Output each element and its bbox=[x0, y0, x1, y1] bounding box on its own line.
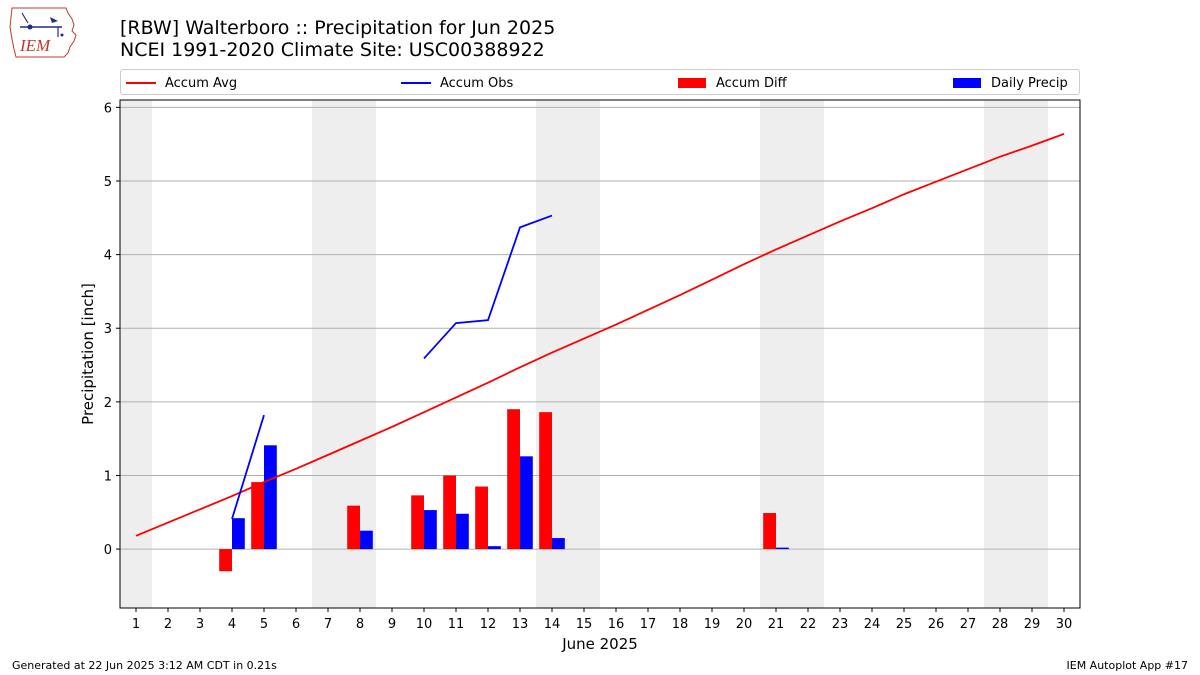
weekend-band bbox=[1016, 100, 1048, 608]
x-tick-label: 16 bbox=[608, 617, 625, 632]
logo-text: IEM bbox=[19, 36, 51, 55]
legend-daily-precip: Daily Precip bbox=[953, 74, 1068, 92]
accum-diff-bar bbox=[251, 482, 264, 550]
x-tick-label: 24 bbox=[864, 617, 881, 632]
accum-obs-line bbox=[423, 214, 553, 360]
y-tick-label: 3 bbox=[104, 322, 112, 337]
weekend-band bbox=[120, 100, 152, 608]
x-tick-label: 17 bbox=[640, 617, 657, 632]
x-tick-label: 14 bbox=[544, 617, 561, 632]
x-tick-label: 5 bbox=[260, 617, 268, 632]
accum-diff-bar bbox=[763, 513, 776, 550]
daily-precip-bar bbox=[456, 513, 469, 550]
chart-title-line2: NCEI 1991-2020 Climate Site: USC00388922 bbox=[120, 39, 545, 61]
legend-label: Accum Obs bbox=[440, 75, 514, 91]
legend-box-swatch bbox=[678, 78, 706, 88]
x-tick-label: 18 bbox=[672, 617, 689, 632]
accum-diff-bar bbox=[539, 412, 552, 550]
y-tick-label: 2 bbox=[104, 396, 112, 411]
x-tick-label: 23 bbox=[832, 617, 849, 632]
x-tick-label: 26 bbox=[928, 617, 945, 632]
x-tick-label: 28 bbox=[992, 617, 1009, 632]
weekend-band bbox=[568, 100, 600, 608]
plot-frame bbox=[119, 99, 1081, 609]
x-tick-label: 25 bbox=[896, 617, 913, 632]
y-tick-label: 5 bbox=[104, 175, 112, 190]
daily-precip-bar bbox=[424, 510, 437, 550]
legend-accum-diff: Accum Diff bbox=[678, 74, 787, 92]
accum-avg-line bbox=[135, 133, 1065, 537]
chart-legend: Accum Avg Accum Obs Accum Diff Daily Pre… bbox=[120, 69, 1080, 95]
x-tick-label: 6 bbox=[292, 617, 300, 632]
x-tick-label: 1 bbox=[132, 617, 140, 632]
x-tick-label: 20 bbox=[736, 617, 753, 632]
legend-accum-avg: Accum Avg bbox=[126, 74, 237, 92]
accum-obs-line bbox=[231, 414, 265, 520]
daily-precip-bar bbox=[520, 456, 533, 550]
daily-precip-bar bbox=[552, 538, 565, 550]
x-tick-label: 13 bbox=[512, 617, 529, 632]
legend-accum-obs: Accum Obs bbox=[401, 74, 513, 92]
y-tick-label: 0 bbox=[104, 543, 112, 558]
weekend-band bbox=[984, 100, 1016, 608]
x-tick-label: 9 bbox=[388, 617, 396, 632]
x-tick-label: 4 bbox=[228, 617, 236, 632]
app-credit: IEM Autoplot App #17 bbox=[1066, 659, 1189, 672]
x-tick-label: 21 bbox=[768, 617, 785, 632]
y-tick-label: 1 bbox=[104, 469, 112, 484]
x-tick-label: 10 bbox=[416, 617, 433, 632]
x-tick-label: 3 bbox=[196, 617, 204, 632]
daily-precip-bar bbox=[488, 546, 501, 550]
x-tick-label: 12 bbox=[480, 617, 497, 632]
accum-diff-bar bbox=[475, 486, 488, 550]
legend-line-swatch bbox=[401, 82, 431, 84]
daily-precip-bar bbox=[264, 445, 277, 550]
y-tick-label: 4 bbox=[104, 249, 112, 264]
iem-logo-icon: IEM bbox=[8, 5, 80, 60]
weekend-band bbox=[312, 100, 344, 608]
accum-diff-bar bbox=[411, 495, 424, 550]
chart-title-line1: [RBW] Walterboro :: Precipitation for Ju… bbox=[120, 17, 556, 39]
weekend-band bbox=[792, 100, 824, 608]
x-tick-label: 7 bbox=[324, 617, 332, 632]
daily-precip-bar bbox=[232, 518, 245, 550]
accum-diff-bar bbox=[219, 549, 232, 572]
generated-timestamp: Generated at 22 Jun 2025 3:12 AM CDT in … bbox=[12, 659, 277, 672]
x-axis-label: June 2025 bbox=[561, 635, 638, 653]
x-tick-label: 8 bbox=[356, 617, 364, 632]
legend-label: Accum Avg bbox=[165, 75, 238, 91]
y-tick-label: 6 bbox=[104, 101, 112, 116]
x-tick-label: 2 bbox=[164, 617, 172, 632]
legend-label: Daily Precip bbox=[991, 75, 1068, 91]
daily-precip-bar bbox=[776, 547, 789, 550]
x-tick-label: 11 bbox=[448, 617, 465, 632]
x-tick-label: 27 bbox=[960, 617, 977, 632]
daily-precip-bar bbox=[360, 530, 373, 550]
accum-diff-bar bbox=[507, 409, 520, 550]
x-tick-label: 29 bbox=[1024, 617, 1041, 632]
x-tick-label: 30 bbox=[1056, 617, 1073, 632]
chart-title: [RBW] Walterboro :: Precipitation for Ju… bbox=[120, 17, 555, 61]
x-tick-label: 22 bbox=[800, 617, 817, 632]
legend-box-swatch bbox=[953, 78, 981, 88]
legend-line-swatch bbox=[126, 82, 156, 84]
x-tick-label: 15 bbox=[576, 617, 593, 632]
accum-diff-bar bbox=[347, 505, 360, 550]
y-axis-label: Precipitation [inch] bbox=[79, 283, 97, 425]
x-tick-label: 19 bbox=[704, 617, 721, 632]
legend-label: Accum Diff bbox=[716, 75, 787, 91]
accum-diff-bar bbox=[443, 475, 456, 550]
